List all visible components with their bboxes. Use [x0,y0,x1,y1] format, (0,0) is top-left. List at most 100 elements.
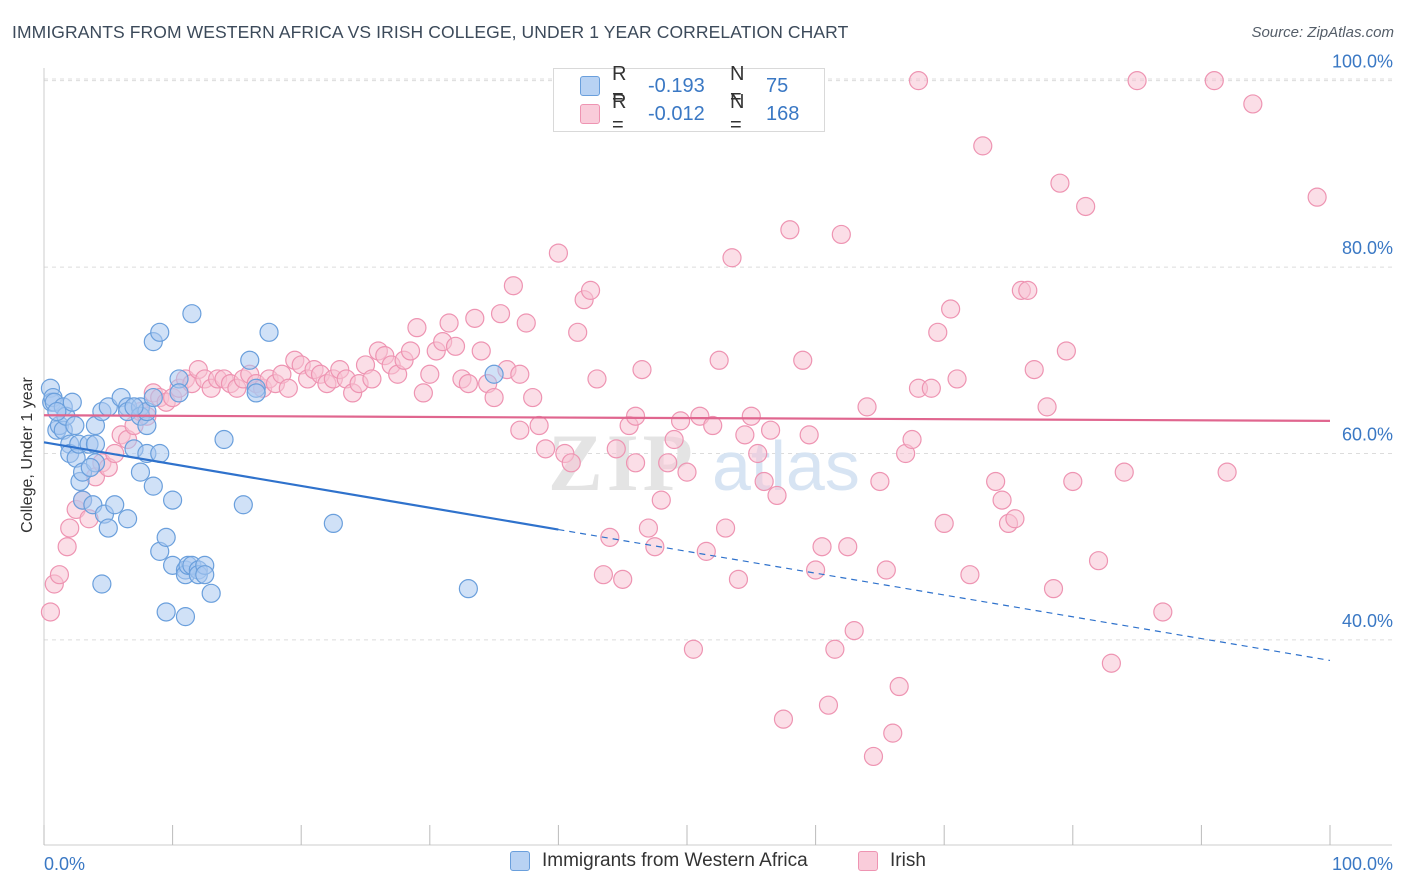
series-legend-western-africa[interactable]: Immigrants from Western Africa [510,850,808,872]
western-africa-point [105,495,125,515]
correlation-legend: R = -0.193 N = 75 R = -0.012 N = 168 [553,63,825,136]
irish-point [40,602,61,622]
irish-trend-line-solid [43,414,1331,422]
irish-point [1088,551,1109,571]
irish-point [1076,196,1096,217]
western-africa-point [240,350,260,370]
western-africa-point [98,518,118,538]
irish-point [484,387,504,408]
irish-point [57,537,77,557]
irish-point [407,318,427,338]
irish-point [844,621,864,641]
irish-point [516,313,536,333]
irish-point [60,518,80,538]
western-africa-point [47,401,67,422]
series-legend-irish[interactable]: Irish [858,850,926,872]
irish-point [799,425,819,445]
legend-swatch-pink [580,104,600,124]
irish-point [658,453,678,473]
irish-point [722,248,742,268]
irish-point [735,425,755,445]
irish-point [632,360,652,380]
irish-point [664,429,684,450]
western-africa-trend-line-dashed [558,528,1331,662]
western-africa-point [62,392,82,412]
western-africa-point [163,490,183,510]
irish-point [362,369,382,389]
x-tick-label: 0.0% [44,854,85,874]
irish-point [947,369,967,389]
y-tick-label: 100.0% [1332,52,1393,72]
irish-point [471,341,491,361]
chart-title: IMMIGRANTS FROM WESTERN AFRICA VS IRISH … [12,22,849,42]
irish-point [535,439,556,459]
irish-point [883,723,903,743]
series-legend-label: Irish [890,850,926,871]
western-africa-point [156,527,176,547]
irish-point [49,565,70,585]
western-africa-point [80,457,100,478]
irish-point [278,378,298,398]
irish-point [445,336,466,356]
western-africa-point [156,602,176,622]
irish-point [670,411,691,431]
irish-point [709,350,729,370]
axes [43,68,1392,846]
legend-swatch-blue [580,76,600,96]
irish-point [831,224,851,245]
series-swatch-blue [510,851,530,871]
western-africa-point [246,383,266,403]
series-swatch-pink [858,851,878,871]
irish-point [490,304,511,324]
legend-r-label: R = [612,63,627,108]
irish-point [1056,341,1076,361]
irish-point [1307,187,1327,207]
western-africa-point [150,322,170,342]
western-africa-point [201,583,221,603]
legend-n-label: N = [730,63,745,108]
irish-point [1204,71,1224,91]
irish-point [857,397,877,417]
irish-point [1037,397,1057,417]
irish-point [568,322,588,342]
legend-n-value: 75 [766,74,789,97]
irish-point [548,243,569,263]
irish-point [439,313,459,333]
irish-point [825,639,845,659]
irish-point [754,471,774,492]
irish-point [986,471,1006,492]
series-legend: Immigrants from Western Africa Irish [0,850,1406,880]
irish-point [510,364,530,384]
irish-point [748,443,768,464]
western-africa-point [143,476,163,496]
x-tick-label: 100.0% [1332,854,1393,874]
irish-point [908,71,929,91]
y-axis-label: College, Under 1 year [19,377,36,533]
irish-points [40,71,1327,767]
irish-point [780,220,800,240]
irish-point [941,299,961,319]
source-credit: Source: ZipAtlas.com [1251,24,1394,41]
western-africa-point [259,322,279,342]
irish-point [870,471,890,492]
irish-point [992,490,1012,510]
irish-point [973,136,993,156]
western-africa-point [92,574,112,594]
western-africa-trend-line-solid [43,441,559,531]
irish-point [1018,280,1038,300]
western-africa-point [214,429,234,450]
irish-point [793,350,813,370]
irish-point [960,565,980,585]
western-africa-point [182,304,202,324]
y-tick-label: 80.0% [1342,238,1393,258]
irish-point [741,406,761,426]
irish-point [510,420,530,440]
irish-point [805,560,826,580]
irish-point [625,406,646,426]
western-africa-point [117,509,138,529]
legend-n-value: 168 [766,102,800,125]
irish-point [413,383,433,403]
western-africa-point [323,513,343,534]
western-africa-point [175,607,196,627]
